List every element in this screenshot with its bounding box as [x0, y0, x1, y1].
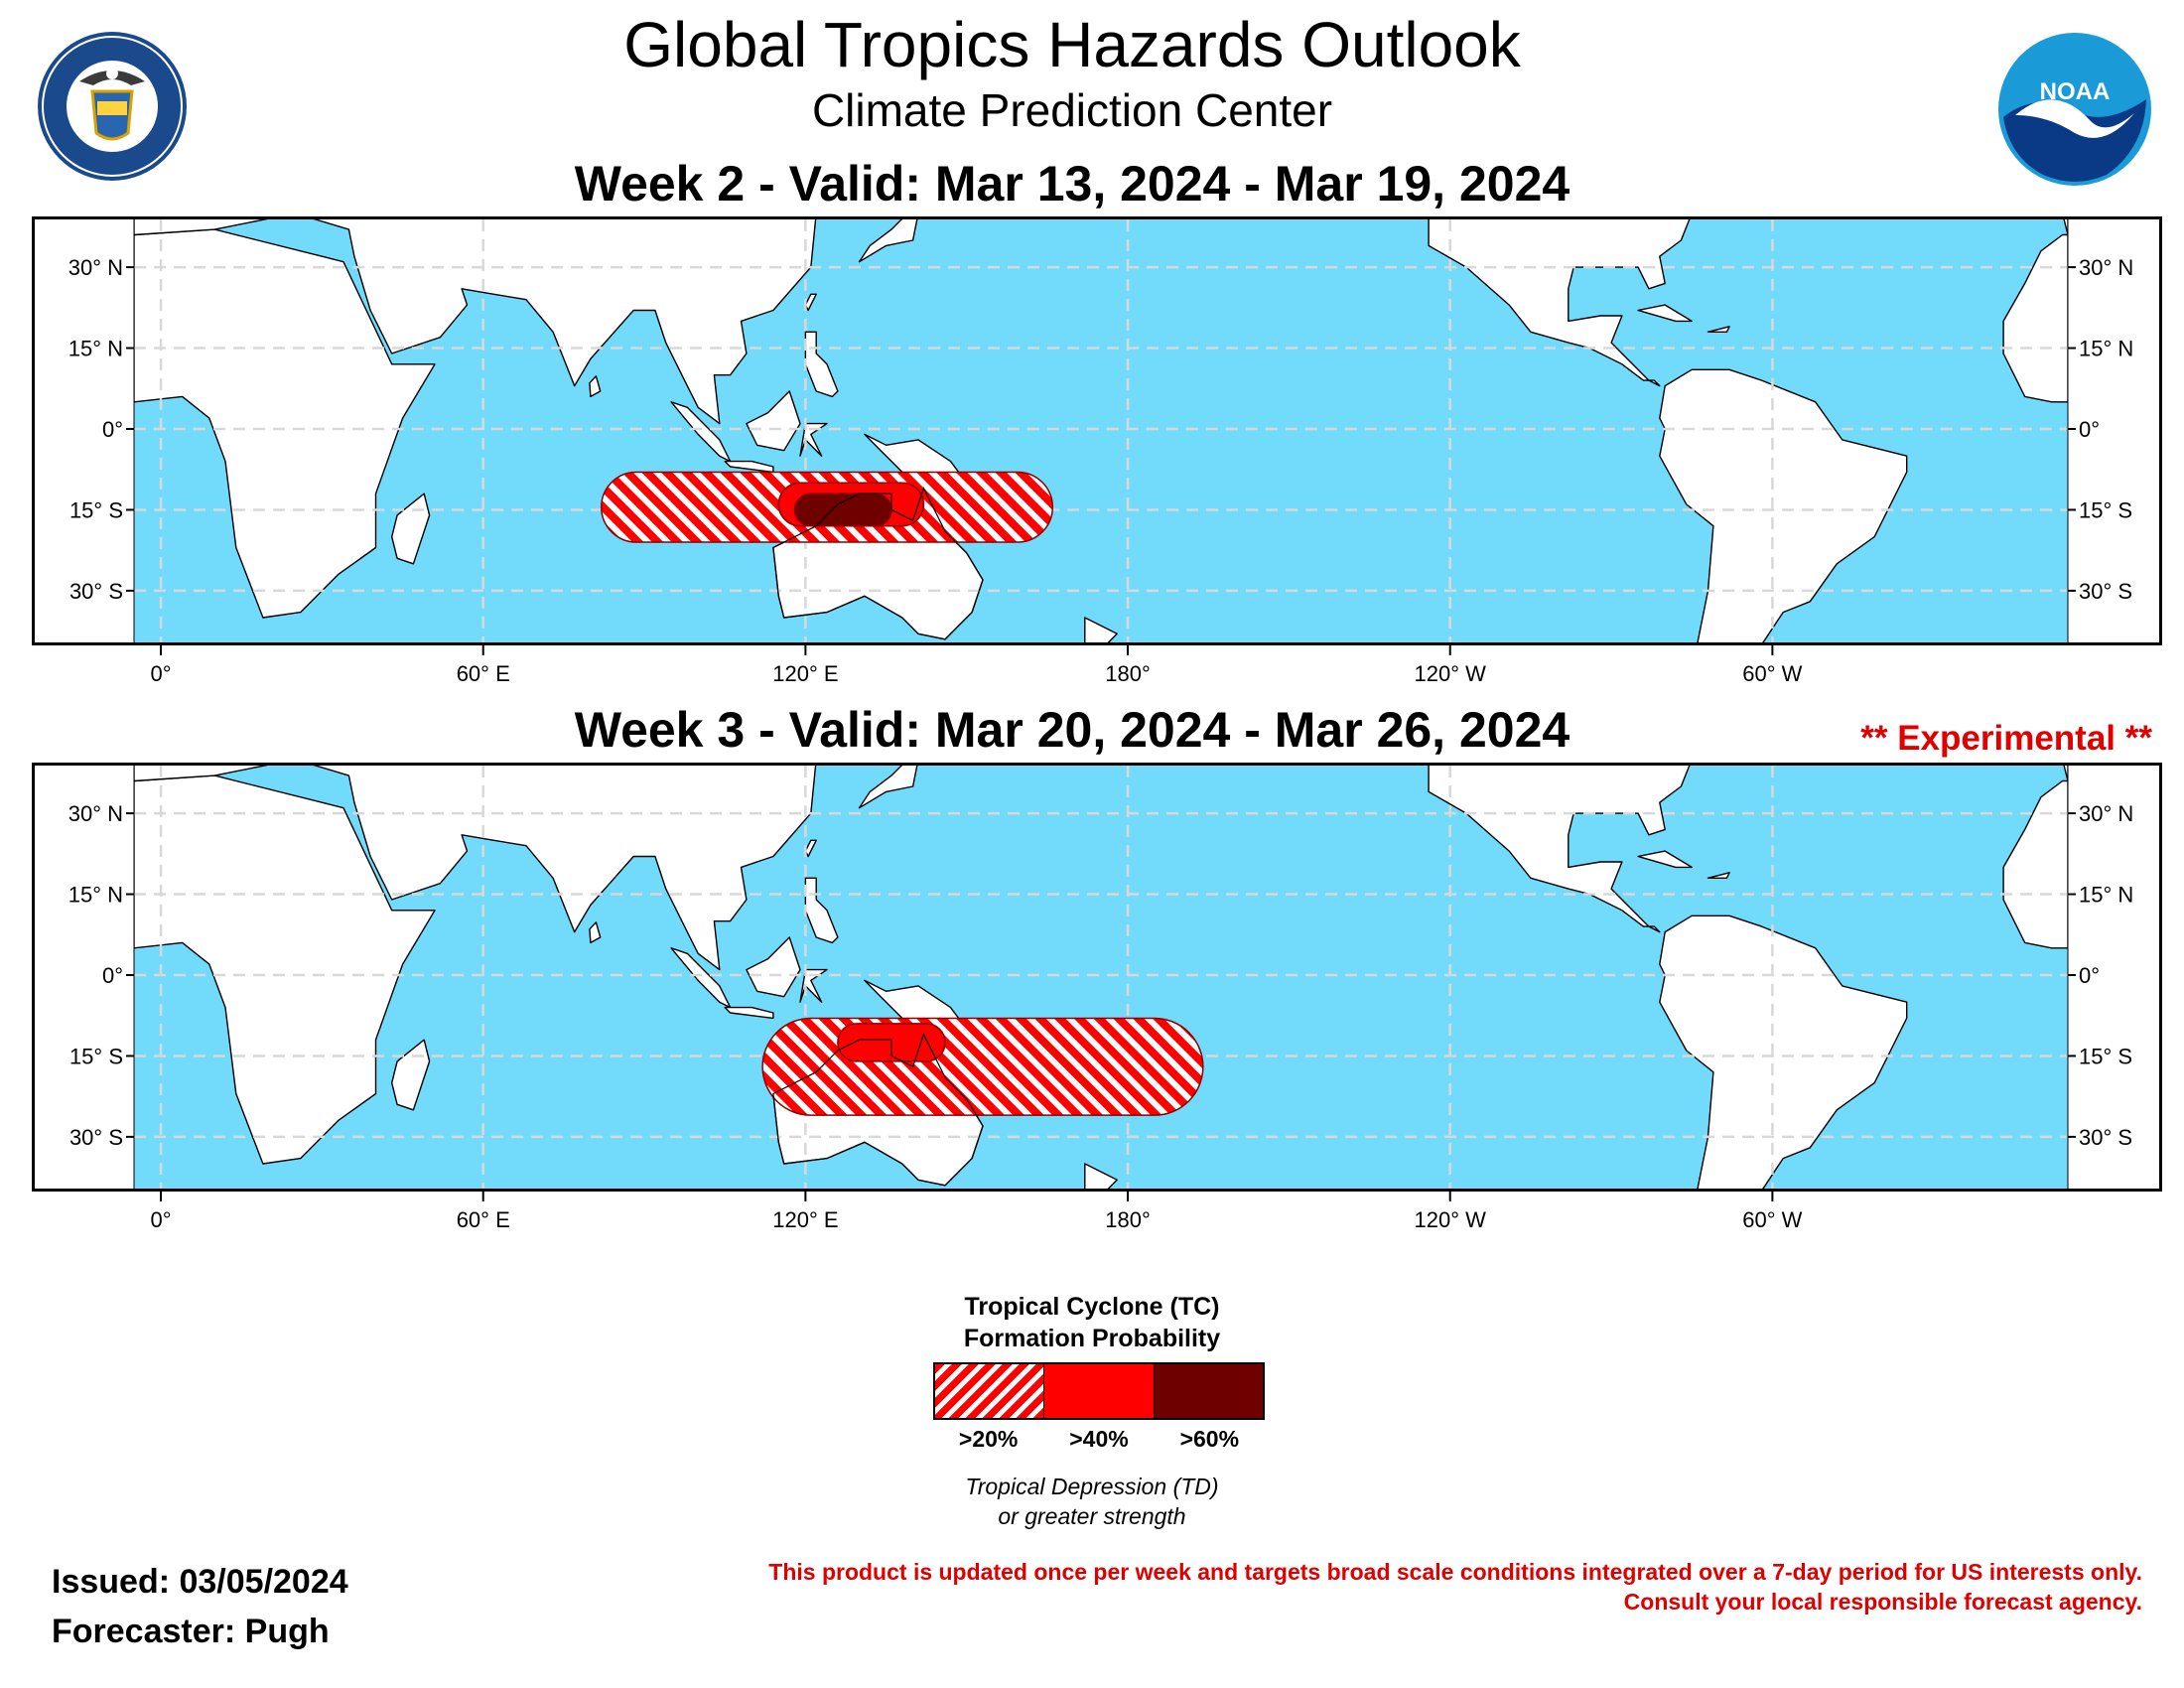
- lat-tick-label-right: 30° N: [2079, 801, 2133, 826]
- legend-swatch-20: [935, 1364, 1044, 1418]
- landmass-9: [724, 460, 774, 474]
- lat-tick-label-right: 30° N: [2079, 255, 2133, 280]
- lat-tick-label-right: 30° S: [2079, 579, 2132, 604]
- landmass-0: [134, 228, 436, 619]
- lon-tick-label: 0°: [151, 1207, 172, 1232]
- lon-tick-label: 120° W: [1415, 661, 1487, 686]
- week2-map-panel: [32, 216, 2162, 645]
- landmass-4: [858, 219, 918, 263]
- landmass-9: [724, 1006, 774, 1020]
- landmass-17: [1659, 914, 1908, 1189]
- lon-tick-label: 120° E: [772, 1207, 838, 1232]
- lat-tick-label-right: 0°: [2079, 963, 2100, 988]
- lon-tick-label: 60° E: [457, 661, 510, 686]
- week3-map: [126, 766, 2076, 1189]
- landmass-1: [134, 766, 817, 971]
- landmass-0: [134, 774, 436, 1165]
- landmass-16: [1706, 326, 1730, 334]
- week2-map: [126, 219, 2076, 642]
- legend-label-60: >60%: [1179, 1426, 1240, 1452]
- lat-tick-label-right: 30° S: [2079, 1125, 2132, 1150]
- lat-tick-label-left: 15° N: [68, 883, 123, 908]
- lon-tick-label: 60° E: [457, 1207, 510, 1232]
- lat-tick-label-left: 15° N: [68, 337, 123, 361]
- landmass-2: [391, 492, 431, 565]
- legend-title-line2: Formation Probability: [963, 1325, 1221, 1352]
- noaa-logo: NOAA: [1995, 30, 2154, 189]
- tc-area-60: [793, 492, 892, 527]
- week3-map-panel: [32, 763, 2162, 1192]
- lon-tick-label: 0°: [151, 661, 172, 686]
- lon-tick-label: 180°: [1105, 1207, 1151, 1232]
- week2-lon-axis: 0° 60° E 120° E 180° 120° W 60° W: [151, 645, 1803, 686]
- page-subtitle: Climate Prediction Center: [811, 84, 1333, 136]
- landmass-14: [1428, 766, 1691, 933]
- landmass-16: [1706, 872, 1730, 880]
- landmass-7: [746, 936, 801, 998]
- lat-tick-label-right: 15° N: [2079, 337, 2133, 361]
- lat-tick-label-left: 0°: [102, 963, 123, 988]
- disclaimer-line2: Consult your local responsible forecast …: [1623, 1589, 2142, 1615]
- lon-tick-label: 120° W: [1415, 1207, 1487, 1232]
- legend-note-line2: or greater strength: [998, 1503, 1186, 1529]
- page-title: Global Tropics Hazards Outlook: [623, 9, 1521, 80]
- lat-tick-label-left: 0°: [102, 417, 123, 442]
- disclaimer-line1: This product is updated once per week an…: [768, 1559, 2142, 1585]
- lat-tick-label-right: 0°: [2079, 417, 2100, 442]
- legend-labels: >20% >40% >60%: [933, 1426, 1265, 1453]
- lat-tick-label-left: 30° N: [68, 801, 123, 826]
- australia-coastline: [772, 1033, 984, 1187]
- australia-coastline: [772, 487, 984, 640]
- lat-tick-label-left: 30° N: [68, 255, 123, 280]
- lon-tick-label: 180°: [1105, 661, 1151, 686]
- legend-title-line1: Tropical Cyclone (TC): [964, 1293, 1220, 1321]
- lon-tick-label: 60° W: [1742, 661, 1802, 686]
- legend-label-40: >40%: [1069, 1426, 1129, 1452]
- lat-labels: 30° N 30° N 15° N 15° N 0° 0° 15° S 15° S 30° S 3…: [68, 255, 2134, 1150]
- landmass-7: [746, 390, 801, 452]
- legend-note: Tropical Depression (TD) or greater stre…: [844, 1472, 1340, 1531]
- noaa-logo-text: NOAA: [2040, 78, 2111, 105]
- landmass-1: [134, 219, 817, 425]
- legend-label-20: >20%: [958, 1426, 1019, 1452]
- landmass-14: [1428, 219, 1691, 387]
- lat-tick-label-left: 15° S: [69, 1044, 123, 1068]
- lon-tick-label: 120° E: [772, 661, 838, 686]
- legend-swatch-40: [1043, 1364, 1154, 1418]
- legend-swatches: [933, 1362, 1265, 1420]
- landmass-17: [1659, 368, 1908, 642]
- lat-tick-label-right: 15° S: [2079, 1044, 2132, 1068]
- week2-heading: Week 2 - Valid: Mar 13, 2024 - Mar 19, 2…: [574, 156, 1570, 211]
- landmass-18: [2002, 219, 2068, 403]
- forecaster-name: Forecaster: Pugh: [52, 1613, 330, 1650]
- landmass-18: [2002, 766, 2068, 949]
- issued-date: Issued: 03/05/2024: [52, 1563, 348, 1601]
- landmass-15: [1637, 304, 1693, 323]
- lat-tick-label-right: 15° N: [2079, 883, 2133, 908]
- experimental-tag: ** Experimental **: [1860, 719, 2152, 758]
- week3-lon-axis: 0° 60° E 120° E 180° 120° W 60° W: [151, 1192, 1803, 1232]
- legend-title: Tropical Cyclone (TC) Formation Probabil…: [844, 1291, 1340, 1354]
- legend-note-line1: Tropical Depression (TD): [965, 1474, 1219, 1499]
- lat-tick-label-right: 15° S: [2079, 497, 2132, 522]
- landmass-2: [391, 1039, 431, 1111]
- landmass-4: [858, 766, 918, 809]
- landmass-13: [1084, 1163, 1118, 1189]
- lon-tick-label: 60° W: [1742, 1207, 1802, 1232]
- lat-tick-label-left: 30° S: [69, 579, 123, 604]
- landmass-3: [589, 375, 602, 398]
- lat-tick-label-left: 30° S: [69, 1125, 123, 1150]
- legend-swatch-60: [1153, 1364, 1263, 1418]
- landmass-3: [589, 921, 602, 944]
- landmass-15: [1637, 850, 1693, 869]
- landmass-13: [1084, 617, 1118, 642]
- commerce-seal-logo: [36, 30, 189, 183]
- disclaimer: This product is updated once per week an…: [768, 1557, 2142, 1617]
- week3-heading: Week 3 - Valid: Mar 20, 2024 - Mar 26, 2…: [574, 702, 1570, 758]
- lat-tick-label-left: 15° S: [69, 497, 123, 522]
